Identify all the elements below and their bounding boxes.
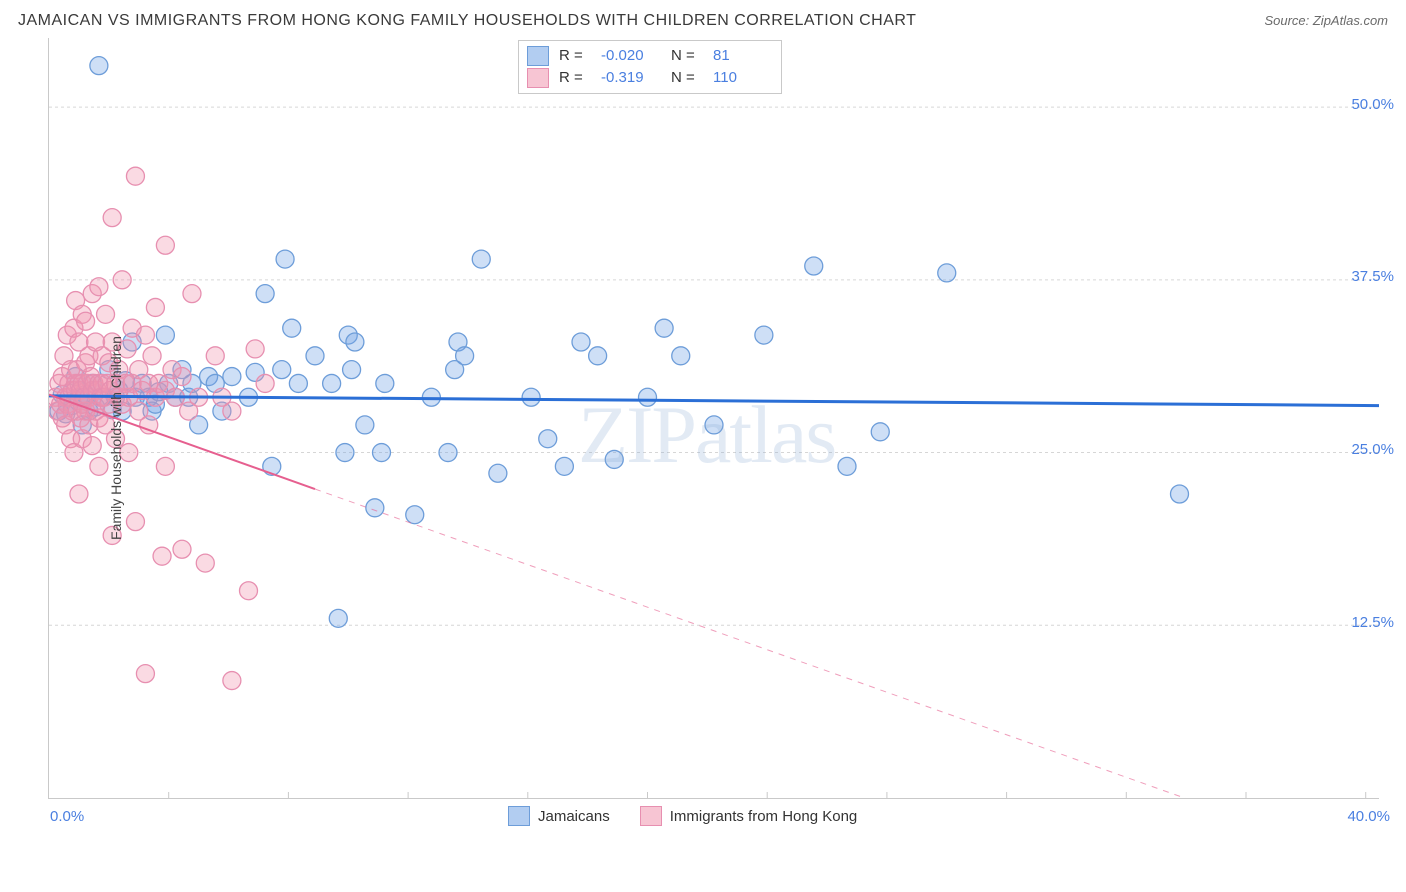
chart-area: Family Households with Children ZIPatlas…	[48, 38, 1392, 838]
y-tick-50: 50.0%	[1351, 96, 1394, 113]
swatch-hongkong-bottom	[640, 806, 662, 826]
r-label: R =	[559, 45, 587, 67]
swatch-jamaicans-bottom	[508, 806, 530, 826]
y-tick-37: 37.5%	[1351, 268, 1394, 285]
swatch-jamaicans	[527, 46, 549, 66]
r-value-jamaicans: -0.020	[597, 45, 661, 67]
y-axis-label: Family Households with Children	[108, 336, 124, 540]
header-bar: JAMAICAN VS IMMIGRANTS FROM HONG KONG FA…	[0, 0, 1406, 38]
n-label: N =	[671, 45, 699, 67]
legend-label-hongkong: Immigrants from Hong Kong	[670, 808, 858, 825]
legend-row-hongkong: R = -0.319 N = 110	[527, 67, 773, 89]
x-tick-40: 40.0%	[1347, 808, 1390, 825]
series-legend: Jamaicans Immigrants from Hong Kong	[508, 806, 857, 826]
y-tick-25: 25.0%	[1351, 441, 1394, 458]
n-label: N =	[671, 67, 699, 89]
scatter-plot-svg	[48, 38, 1379, 799]
source-label: Source: ZipAtlas.com	[1264, 13, 1388, 28]
n-value-jamaicans: 81	[709, 45, 773, 67]
r-value-hongkong: -0.319	[597, 67, 661, 89]
y-tick-12: 12.5%	[1351, 614, 1394, 631]
x-tick-0: 0.0%	[50, 808, 84, 825]
chart-title: JAMAICAN VS IMMIGRANTS FROM HONG KONG FA…	[18, 12, 916, 30]
n-value-hongkong: 110	[709, 67, 773, 89]
swatch-hongkong	[527, 68, 549, 88]
r-label: R =	[559, 67, 587, 89]
correlation-legend: R = -0.020 N = 81 R = -0.319 N = 110	[518, 40, 782, 94]
legend-row-jamaicans: R = -0.020 N = 81	[527, 45, 773, 67]
legend-label-jamaicans: Jamaicans	[538, 808, 610, 825]
